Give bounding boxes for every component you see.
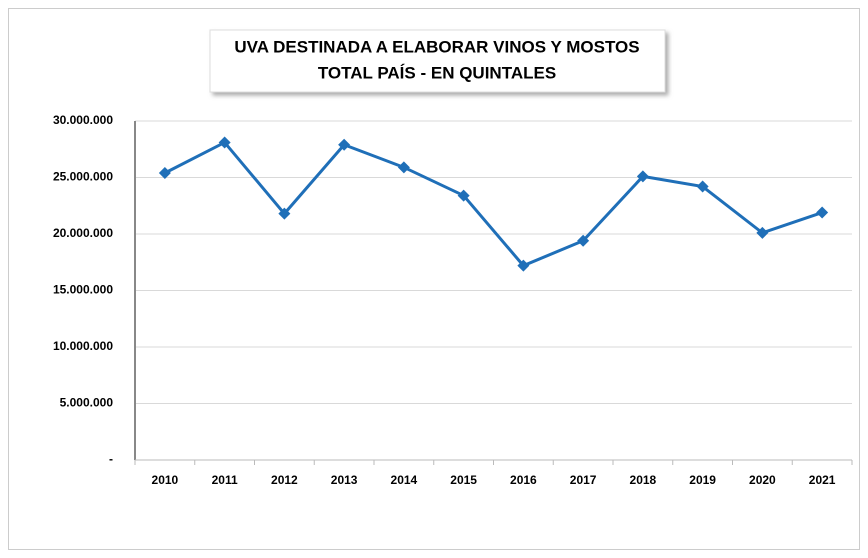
data-point [636, 170, 649, 183]
data-point [278, 207, 291, 220]
y-tick-label: 10.000.000 [53, 339, 113, 353]
x-tick-label: 2011 [212, 473, 238, 487]
data-point [756, 226, 769, 239]
x-tick-label: 2019 [689, 473, 716, 487]
data-line [164, 140, 823, 268]
data-point [158, 166, 171, 179]
data-point [577, 234, 590, 247]
data-point [218, 136, 231, 149]
chart-subtitle: TOTAL PAÍS - EN QUINTALES [318, 63, 556, 82]
data-point [457, 189, 470, 202]
title-box [209, 29, 666, 93]
data-point [816, 206, 829, 219]
x-tick-label: 2016 [510, 473, 537, 487]
data-point [338, 138, 351, 151]
data-point [696, 180, 709, 193]
x-tick-label: 2014 [391, 473, 418, 487]
data-point [397, 161, 410, 174]
y-tick-label: 25.000.000 [53, 170, 113, 184]
x-tick-label: 2015 [450, 473, 477, 487]
chart-title: UVA DESTINADA A ELABORAR VINOS Y MOSTOS [234, 37, 639, 56]
x-tick-label: 2018 [630, 473, 657, 487]
y-tick-label: 30.000.000 [53, 113, 113, 127]
x-tick-label: 2013 [331, 473, 358, 487]
data-point [517, 259, 530, 272]
y-tick-label: 20.000.000 [53, 226, 113, 240]
y-tick-label: 15.000.000 [53, 283, 113, 297]
x-tick-label: 2017 [570, 473, 597, 487]
x-tick-label: 2020 [749, 473, 776, 487]
y-tick-label: 5.000.000 [60, 396, 114, 410]
y-tick-label: - [109, 452, 113, 466]
x-tick-label: 2012 [271, 473, 298, 487]
x-tick-label: 2010 [152, 473, 179, 487]
chart-border [8, 8, 860, 550]
x-tick-label: 2021 [809, 473, 836, 487]
